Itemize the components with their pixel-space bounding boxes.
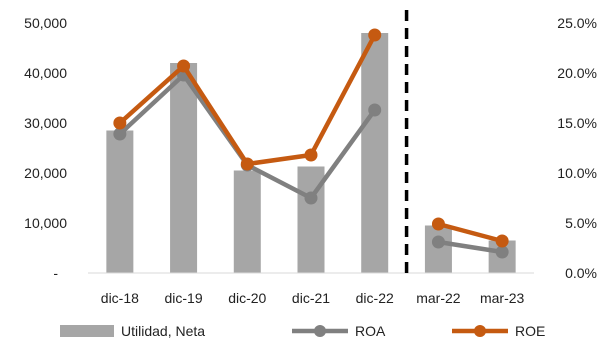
- left-axis-tick-label: 30,000: [24, 115, 67, 131]
- roa-point: [368, 103, 382, 117]
- right-axis-tick-labels: 0.0% 5.0% 10.0% 15.0% 20.0% 25.0%: [557, 15, 597, 281]
- roe-point: [177, 59, 191, 73]
- roa-point: [431, 235, 445, 249]
- left-axis-tick-label: 50,000: [24, 15, 67, 31]
- roe-point: [368, 28, 382, 42]
- right-axis-tick-label: 0.0%: [565, 265, 597, 281]
- category-label: dic-20: [228, 290, 266, 306]
- legend-label: ROE: [515, 323, 545, 339]
- category-label: mar-23: [480, 290, 525, 306]
- roe-point: [495, 234, 509, 248]
- right-axis-tick-label: 25.0%: [557, 15, 597, 31]
- left-axis-tick-label: -: [53, 265, 58, 281]
- left-axis-tick-label: 10,000: [24, 215, 67, 231]
- bar: [361, 33, 389, 273]
- roa-point: [304, 191, 318, 205]
- right-axis-tick-label: 15.0%: [557, 115, 597, 131]
- roe-point: [431, 217, 445, 231]
- legend-label: ROA: [355, 323, 386, 339]
- category-label: dic-22: [356, 290, 394, 306]
- category-label: dic-21: [292, 290, 330, 306]
- series-lines: [113, 28, 509, 259]
- roa-line-segment: [438, 239, 503, 255]
- right-axis-tick-label: 20.0%: [557, 65, 597, 81]
- category-label: dic-18: [101, 290, 139, 306]
- roe-line-segment: [437, 221, 503, 244]
- bar: [170, 63, 198, 273]
- roe-point: [240, 157, 254, 171]
- right-axis-tick-label: 10.0%: [557, 165, 597, 181]
- roe-point: [113, 116, 127, 130]
- category-label: dic-19: [165, 290, 203, 306]
- roe-point: [304, 148, 318, 162]
- roa-point: [113, 127, 127, 141]
- right-axis-tick-label: 5.0%: [565, 215, 597, 231]
- bar: [424, 225, 452, 273]
- x-axis-tick-labels: dic-18 dic-19 dic-20 dic-21 dic-22 mar-22 mar-…: [101, 290, 525, 306]
- legend-swatch-marker: [314, 325, 326, 337]
- left-axis-tick-label: 20,000: [24, 165, 67, 181]
- bar: [106, 130, 134, 273]
- legend: Utilidad, Neta ROA ROE: [60, 323, 545, 339]
- legend-swatch-marker: [474, 325, 486, 337]
- category-label: mar-22: [416, 290, 461, 306]
- roa-point: [495, 245, 509, 259]
- legend-label: Utilidad, Neta: [121, 323, 205, 339]
- legend-swatch-bar: [60, 325, 114, 337]
- bar: [233, 170, 261, 273]
- left-axis-tick-label: 40,000: [24, 65, 67, 81]
- left-axis-tick-labels: - 10,000 20,000 30,000 40,000 50,000: [24, 15, 67, 281]
